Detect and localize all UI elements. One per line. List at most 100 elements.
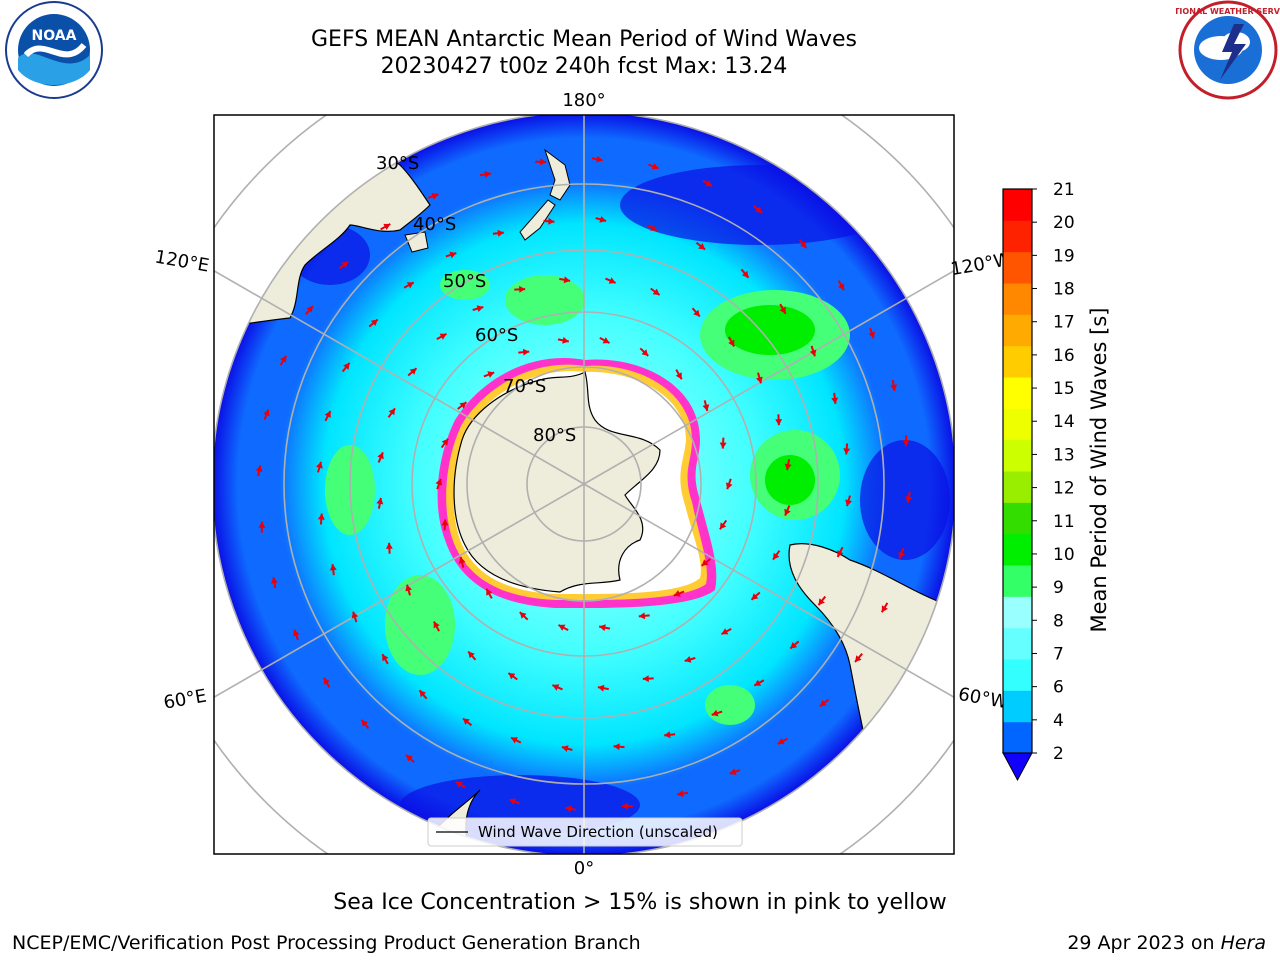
colorbar-tick-label: 18: [1053, 280, 1075, 300]
wind-wave-arrowhead: [773, 552, 780, 560]
colorbar: 2 4 6 7 8 9 10 11 12 13 14 15 16 17 18 19 20 21: [1002, 180, 1075, 782]
colorbar-tick-label: 2: [1053, 744, 1064, 764]
wind-wave-arrows: [255, 155, 913, 813]
wind-wave-arrowhead: [711, 709, 719, 717]
wind-wave-arrowhead: [433, 621, 440, 629]
lat-label: 50°S: [443, 271, 486, 292]
wind-wave-arrowhead: [519, 285, 526, 293]
wind-wave-arrowhead: [719, 442, 727, 449]
wind-wave-arrowhead: [742, 270, 749, 278]
colorbar-segment: [1003, 345, 1032, 378]
svg-text:NATIONAL WEATHER SERVICE: NATIONAL WEATHER SERVICE: [1176, 7, 1280, 16]
wind-wave-arrowhead: [306, 306, 313, 313]
footer-date-text: 29 Apr 2023 on: [1067, 932, 1221, 954]
wind-wave-arrowhead: [486, 588, 493, 596]
wind-wave-arrowhead: [779, 306, 786, 314]
wind-wave-arrowhead: [881, 605, 888, 613]
lon-label-top: 180°: [562, 90, 605, 111]
wind-wave-arrowhead: [597, 684, 605, 692]
colorbar-tick-label: 14: [1053, 412, 1075, 432]
wind-wave-arrowhead: [602, 337, 610, 344]
wind-wave-arrowhead: [522, 348, 530, 356]
legend-label: Wind Wave Direction (unscaled): [478, 823, 718, 841]
wind-wave-arrowhead: [385, 542, 393, 549]
lon-label-lower-right: 60°W: [957, 684, 1010, 713]
wind-wave-arrowhead: [799, 241, 807, 249]
wind-wave-arrowhead: [719, 522, 727, 530]
map-legend: Wind Wave Direction (unscaled): [427, 817, 743, 847]
wind-wave-arrowhead: [599, 216, 607, 223]
wind-wave-arrowhead: [487, 371, 495, 378]
wind-wave-arrowhead: [890, 384, 898, 391]
colorbar-segment: [1003, 189, 1032, 221]
wind-wave-arrowhead: [351, 611, 359, 619]
chart-subtitle: 20230427 t00z 240h fcst Max: 13.24: [380, 54, 788, 79]
colorbar-segment: [1003, 533, 1032, 566]
colorbar-segment: [1003, 439, 1032, 472]
wind-wave-arrowhead: [902, 440, 910, 447]
wind-wave-arrowhead: [728, 339, 735, 347]
wind-wave-arrowhead: [684, 656, 692, 663]
wind-wave-arrowhead: [641, 349, 649, 356]
colorbar-segment: [1003, 690, 1032, 723]
wind-wave-arrowhead: [519, 612, 527, 619]
colorbar-under-arrow: [1002, 752, 1033, 782]
wind-wave-arrowhead: [725, 482, 733, 490]
wind-wave-arrowhead: [383, 223, 391, 230]
wind-wave-arrowhead: [652, 288, 660, 295]
nws-logo: NATIONAL WEATHER SERVICE: [1176, 0, 1280, 100]
footer-credit: NCEP/EMC/Verification Post Processing Pr…: [12, 932, 641, 954]
wind-wave-arrowhead: [316, 461, 323, 469]
wind-wave-arrowhead: [270, 577, 278, 584]
wind-wave-arrowhead: [508, 673, 516, 680]
colorbar-tick-label: 6: [1053, 678, 1064, 698]
wind-wave-arrowhead: [293, 629, 300, 637]
colorbar-tick-label: 4: [1053, 711, 1064, 731]
wind-wave-arrowhead: [638, 612, 646, 620]
wind-wave-arrowhead: [280, 355, 287, 363]
wind-wave-arrowhead: [441, 519, 449, 526]
wind-wave-arrowhead: [476, 305, 484, 312]
wind-wave-arrowhead: [441, 438, 449, 446]
colorbar-segment: [1003, 659, 1032, 691]
wind-wave-arrowhead: [831, 397, 839, 404]
colorbar-segment: [1003, 251, 1032, 284]
wind-wave-arrowhead: [673, 590, 681, 597]
lon-label-upper-left: 120°E: [153, 246, 211, 276]
lon-label-lower-left: 60°E: [162, 685, 208, 713]
wind-wave-arrowhead: [855, 655, 862, 662]
wind-wave-arrowhead: [388, 408, 395, 416]
colorbar-segment: [1003, 502, 1032, 535]
wind-wave-arrowhead: [563, 276, 571, 284]
colorbar-segment: [1003, 721, 1032, 754]
colorbar-tick-label: 12: [1053, 479, 1075, 499]
wind-wave-arrowhead: [497, 229, 504, 237]
colorbar-tick-label: 15: [1053, 379, 1075, 399]
colorbar-segment: [1003, 471, 1032, 503]
wind-wave-arrowhead: [562, 336, 569, 344]
wind-wave-arrowhead: [843, 448, 851, 455]
wind-wave-arrowhead: [361, 719, 369, 727]
wind-wave-arrowhead: [382, 654, 389, 662]
wind-wave-arrowhead: [775, 419, 783, 426]
wind-wave-arrowhead: [317, 513, 325, 520]
colorbar-tick-label: 17: [1053, 313, 1075, 333]
new-zealand: [544, 148, 571, 201]
wind-wave-arrowhead: [790, 642, 798, 649]
chart-title: GEFS MEAN Antarctic Mean Period of Wind …: [311, 27, 857, 52]
wind-wave-arrowhead: [898, 551, 905, 559]
wind-wave-arrowhead: [596, 155, 603, 163]
sea-ice-caption: Sea Ice Concentration > 15% is shown in …: [333, 890, 947, 915]
wind-wave-arrowhead: [818, 598, 825, 606]
colorbar-segment: [1003, 596, 1032, 629]
wind-wave-arrowhead: [370, 319, 378, 326]
wind-wave-arrowhead: [845, 499, 852, 507]
wind-wave-arrowhead: [675, 372, 682, 380]
colorbar-tick-label: 21: [1053, 180, 1075, 200]
wind-wave-arrowhead: [540, 158, 547, 166]
wind-wave-arrowhead: [642, 675, 649, 683]
lat-label: 70°S: [503, 376, 546, 397]
colorbar-tick-label: 11: [1053, 512, 1075, 532]
wind-wave-arrowhead: [405, 584, 412, 592]
colorbar-tick-label: 10: [1053, 545, 1075, 565]
